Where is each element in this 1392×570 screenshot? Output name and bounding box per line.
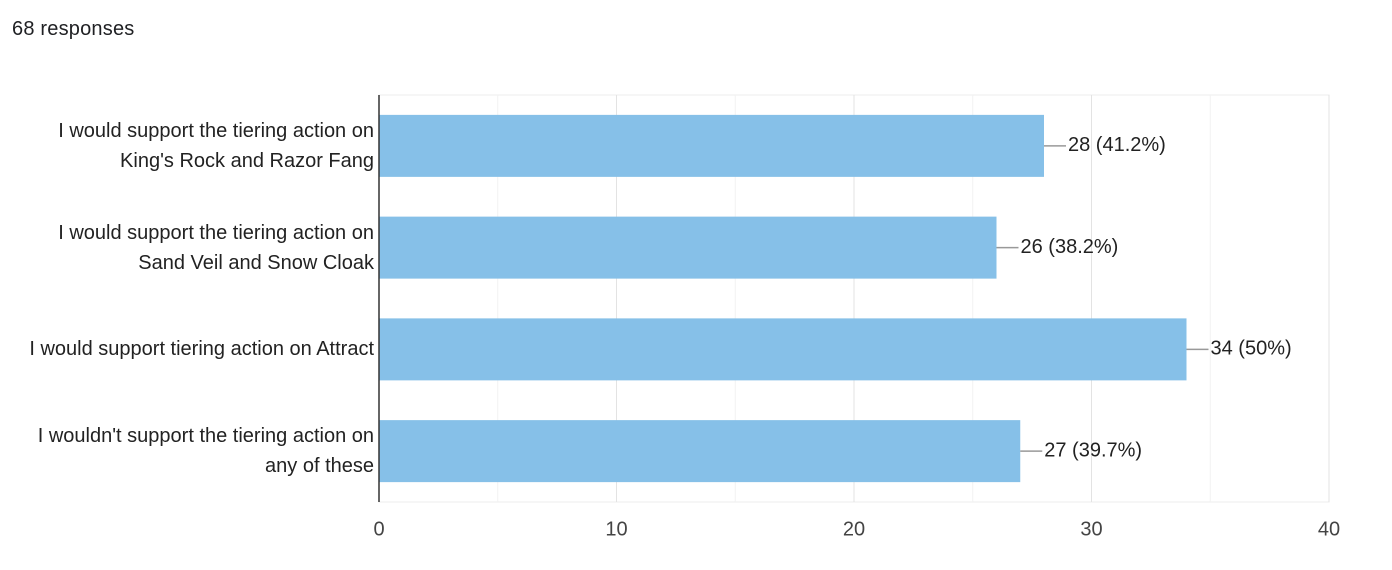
x-tick-label: 20	[843, 518, 865, 540]
category-label: I would support the tiering action on Ki…	[58, 119, 374, 172]
value-label: 34 (50%)	[1211, 338, 1292, 360]
bar	[379, 216, 997, 279]
value-label: 26 (38.2%)	[1021, 236, 1119, 258]
category-label: I wouldn't support the tiering action on…	[37, 425, 374, 478]
x-tick-label: 10	[605, 518, 627, 540]
bar	[379, 114, 1044, 177]
x-tick-label: 0	[373, 518, 384, 540]
category-label: I would support the tiering action on Sa…	[58, 221, 374, 274]
bar	[379, 318, 1187, 381]
x-tick-label: 40	[1318, 518, 1340, 540]
bar	[379, 420, 1021, 483]
response-count: 68 responses	[12, 18, 135, 40]
value-label: 28 (41.2%)	[1068, 134, 1166, 156]
category-label: I would support tiering action on Attrac…	[29, 338, 374, 361]
x-tick-label: 30	[1080, 518, 1102, 540]
value-label: 27 (39.7%)	[1044, 439, 1142, 461]
